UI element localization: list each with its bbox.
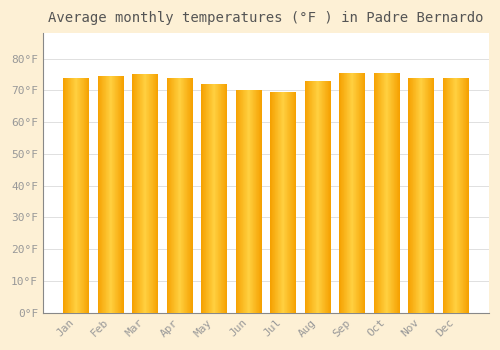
Title: Average monthly temperatures (°F ) in Padre Bernardo: Average monthly temperatures (°F ) in Pa… (48, 11, 484, 25)
